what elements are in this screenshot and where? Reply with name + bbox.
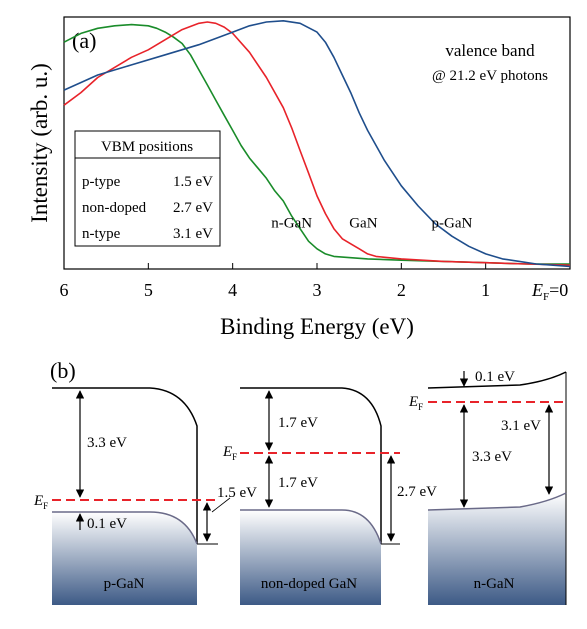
lower-label: 1.7 eV	[278, 475, 318, 491]
fermi-label: EF	[222, 444, 237, 462]
vbm-row-type: n-type	[82, 226, 121, 242]
vbm-row-type: p-type	[82, 174, 121, 190]
curve-label: GaN	[349, 215, 377, 231]
gap-label: 3.3 eV	[87, 435, 127, 451]
annotation-line2: @ 21.2 eV photons	[432, 68, 548, 84]
valence-band-fill	[240, 510, 381, 605]
band-panel-n-gan: EF 0.1 eV 3.3 eV 3.1 eV n-GaN	[408, 369, 567, 605]
vbm-table-header: VBM positions	[101, 139, 193, 155]
series-line-p-gan	[63, 19, 571, 268]
band-panel-p-gan: EF 3.3 eV 0.1 eV 1.5 eV p-GaN	[33, 387, 257, 605]
valence-band-fill	[52, 512, 197, 605]
curve-label: n-GaN	[271, 215, 312, 231]
fermi-label: EF	[408, 394, 423, 412]
valence-band	[52, 511, 198, 545]
bottom-label: 0.1 eV	[87, 516, 127, 532]
valence-band	[240, 509, 382, 545]
bend-label: 1.5 eV	[217, 485, 257, 501]
spectra	[63, 19, 571, 268]
x-tick-label: 2	[397, 280, 406, 300]
bend-leader	[211, 497, 231, 513]
valence-band-fill	[428, 493, 566, 605]
x-tick-label: 1	[481, 280, 490, 300]
band-panel-non-doped-gan: EF 1.7 eV 1.7 eV 2.7 eV non-doped GaN	[222, 387, 437, 605]
conduction-band	[52, 387, 198, 544]
x-ticks: 6 5 4 3 2 1	[60, 263, 571, 300]
panel-name: p-GaN	[104, 576, 145, 592]
valence-band	[427, 492, 567, 511]
x-tick-label: 6	[60, 280, 69, 300]
top-label: 0.1 eV	[475, 369, 515, 385]
conduction-band	[427, 371, 567, 389]
gap-label: 3.3 eV	[472, 449, 512, 465]
vbm-row-type: non-doped	[82, 200, 147, 216]
bend-label: 3.1 eV	[501, 418, 541, 434]
x-axis-label: Binding Energy (eV)	[220, 314, 414, 339]
curve-labels: n-GaN GaN p-GaN	[271, 215, 472, 231]
diagram-panel-b: (b) EF 3.3 eV 0.1 eV 1.5 eV p-GaN EF	[33, 358, 567, 605]
fermi-label: EF	[33, 493, 48, 511]
y-axis-label: Intensity (arb. u.)	[27, 63, 52, 223]
x-axis-end-label: EF=0	[531, 280, 568, 303]
x-tick-label: 5	[144, 280, 153, 300]
x-tick-label: 4	[228, 280, 237, 300]
series-line-n-gan	[63, 23, 570, 265]
vbm-table: VBM positions p-type 1.5 eV non-doped 2.…	[74, 130, 221, 247]
series-line-gan	[63, 21, 571, 266]
upper-label: 1.7 eV	[278, 415, 318, 431]
panel-name: non-doped GaN	[261, 576, 357, 592]
annotation-line1: valence band	[445, 41, 535, 60]
panel-name: n-GaN	[474, 576, 515, 592]
curve-label: p-GaN	[432, 215, 473, 231]
panel-label-b: (b)	[50, 358, 76, 383]
vbm-row-value: 2.7 eV	[173, 200, 213, 216]
vbm-row-value: 3.1 eV	[173, 226, 213, 242]
x-tick-label: 3	[313, 280, 322, 300]
vbm-row-value: 1.5 eV	[173, 174, 213, 190]
conduction-band	[240, 387, 382, 544]
bend-label: 2.7 eV	[397, 484, 437, 500]
